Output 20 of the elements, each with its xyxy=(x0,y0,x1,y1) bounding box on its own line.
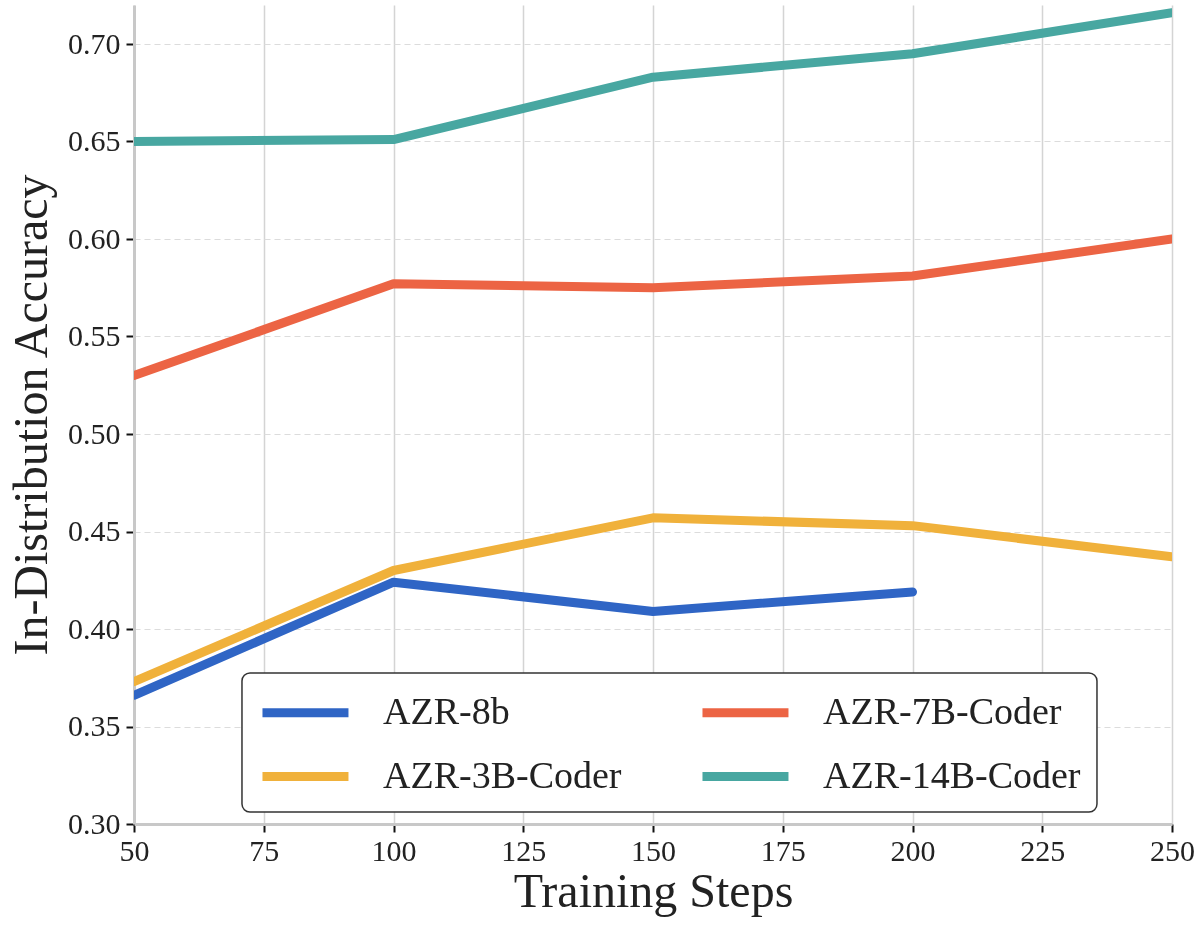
legend-label: AZR-7B-Coder xyxy=(822,689,1062,732)
y-tick-label: 0.60 xyxy=(68,221,121,255)
x-tick-label: 200 xyxy=(890,833,936,867)
x-tick-label: 250 xyxy=(1150,833,1195,867)
x-tick-label: 50 xyxy=(119,833,150,867)
y-tick-label: 0.30 xyxy=(68,806,121,840)
legend-label: AZR-14B-Coder xyxy=(822,753,1081,796)
y-tick-label: 0.70 xyxy=(68,26,121,60)
y-tick-label: 0.55 xyxy=(68,319,121,352)
y-axis-title: In-Distribution Accuracy xyxy=(4,174,57,656)
y-tick-label: 0.45 xyxy=(68,514,121,547)
y-tick-label: 0.35 xyxy=(68,709,121,742)
x-tick-label: 225 xyxy=(1020,833,1066,867)
x-tick-label: 75 xyxy=(249,833,280,867)
legend-label: AZR-8b xyxy=(382,689,510,732)
x-tick-label: 100 xyxy=(371,833,417,867)
y-tick-label: 0.65 xyxy=(68,124,121,157)
y-tick-label: 0.40 xyxy=(68,611,121,645)
y-tick-label: 0.50 xyxy=(68,416,121,450)
legend-label: AZR-3B-Coder xyxy=(382,753,622,796)
